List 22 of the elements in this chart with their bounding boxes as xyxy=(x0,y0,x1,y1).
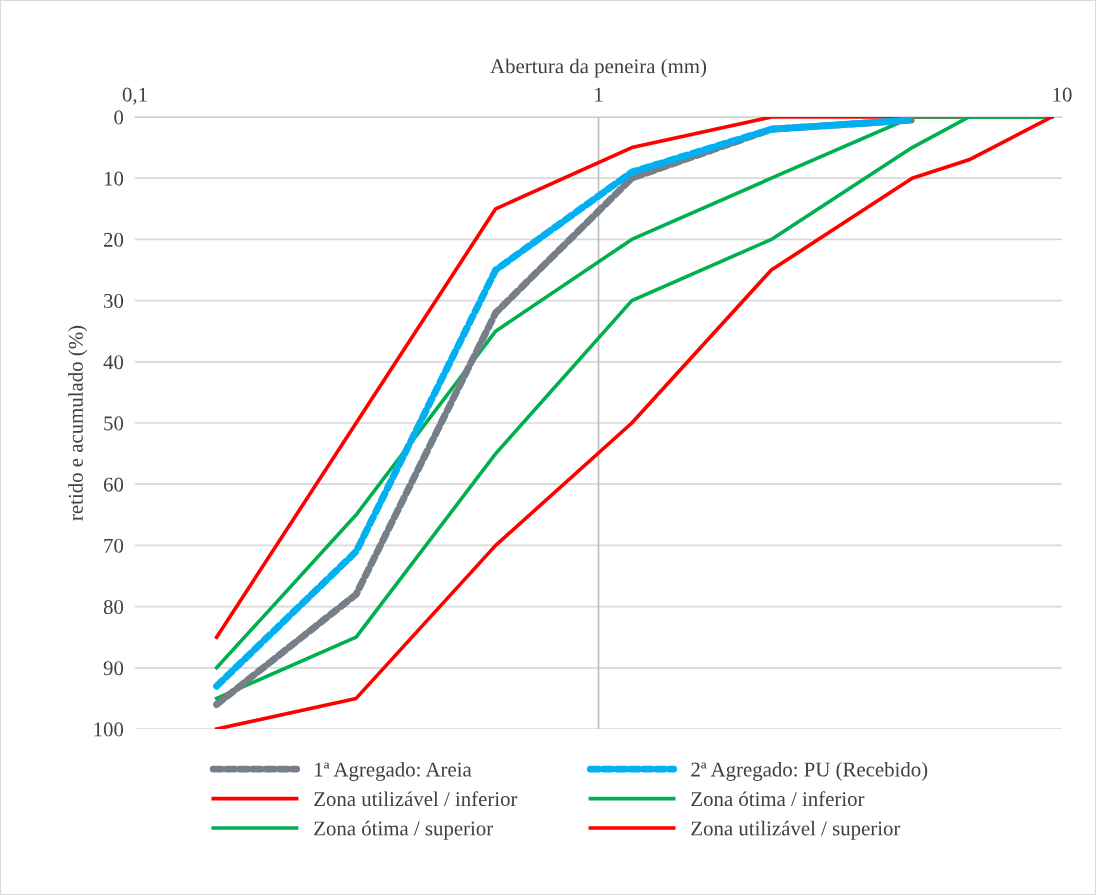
x-axis-title: Abertura da peneira (mm) xyxy=(490,58,707,78)
legend-label: Zona ótima / inferior xyxy=(691,791,865,807)
x-tick-label: 10 xyxy=(1053,87,1072,102)
y-tick-label: 40 xyxy=(103,355,124,370)
y-tick-label: 80 xyxy=(103,599,124,615)
y-tick-label: 60 xyxy=(103,477,124,492)
y-tick-label: 70 xyxy=(104,538,124,553)
legend-label: 1ª Agregado: Areia xyxy=(315,761,472,781)
legend-label: Zona ótima / superior xyxy=(314,820,493,840)
y-tick-label: 30 xyxy=(104,293,124,309)
legend-label: 2ª Agregado: PU (Recebido) xyxy=(691,761,928,781)
y-tick-label: 20 xyxy=(103,232,124,247)
legend-label: Zona utilizável / superior xyxy=(691,820,901,840)
y-tick-label: 50 xyxy=(104,416,124,431)
legend-label: Zona utilizável / inferior xyxy=(314,791,518,807)
y-tick-label: 0 xyxy=(114,110,124,125)
y-tick-label: 90 xyxy=(103,661,124,676)
y-tick-label: 10 xyxy=(104,171,124,186)
x-tick-label: 1 xyxy=(595,87,603,102)
x-tick-label: 0,1 xyxy=(122,87,147,105)
y-tick-label: 100 xyxy=(94,722,124,737)
y-axis-title: retido e acumulado (%) xyxy=(68,325,88,521)
